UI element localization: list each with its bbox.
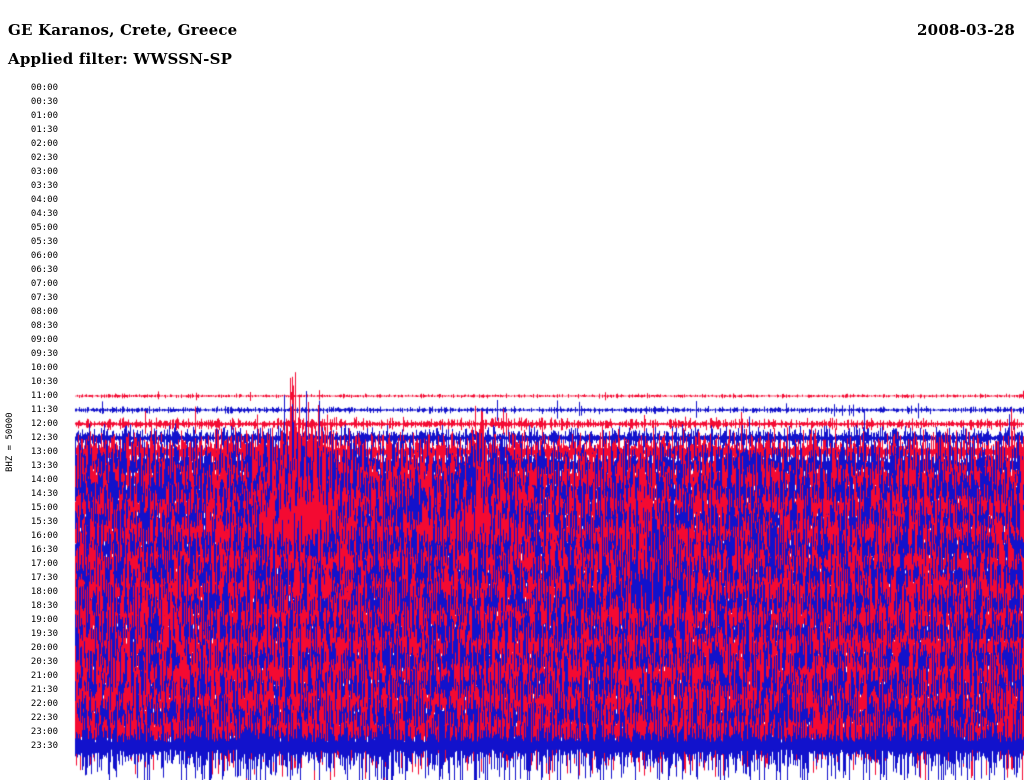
time-label: 08:30	[30, 321, 58, 331]
time-label: 11:00	[30, 391, 58, 401]
time-label: 15:30	[30, 517, 58, 527]
time-label: 13:30	[30, 461, 58, 471]
time-label: 02:30	[30, 153, 58, 163]
filter-label: Applied filter: WWSSN-SP	[8, 50, 233, 68]
time-label: 22:00	[30, 699, 58, 709]
time-label: 20:30	[30, 657, 58, 667]
time-label: 21:30	[30, 685, 58, 695]
time-label: 08:00	[30, 307, 58, 317]
time-label: 00:30	[30, 97, 58, 107]
time-label: 04:30	[30, 209, 58, 219]
time-label: 00:00	[30, 83, 58, 93]
time-label: 23:00	[30, 727, 58, 737]
time-label: 15:00	[30, 503, 58, 513]
time-label: 06:00	[30, 251, 58, 261]
time-label: 01:30	[30, 125, 58, 135]
time-label: 20:00	[30, 643, 58, 653]
time-label: 17:00	[30, 559, 58, 569]
time-label: 16:00	[30, 531, 58, 541]
time-label: 11:30	[30, 405, 58, 415]
time-label: 09:00	[30, 335, 58, 345]
time-label: 03:00	[30, 167, 58, 177]
station-title: GE Karanos, Crete, Greece	[8, 21, 238, 39]
time-label: 12:30	[30, 433, 58, 443]
time-label: 14:30	[30, 489, 58, 499]
date-label: 2008-03-28	[917, 21, 1015, 39]
time-label: 12:00	[30, 419, 58, 429]
time-label: 05:30	[30, 237, 58, 247]
time-label: 05:00	[30, 223, 58, 233]
time-label: 18:00	[30, 587, 58, 597]
time-label: 03:30	[30, 181, 58, 191]
time-label: 01:00	[30, 111, 58, 121]
time-label: 02:00	[30, 139, 58, 149]
time-label: 17:30	[30, 573, 58, 583]
time-label: 04:00	[30, 195, 58, 205]
time-label: 07:00	[30, 279, 58, 289]
time-label: 09:30	[30, 349, 58, 359]
time-label: 14:00	[30, 475, 58, 485]
time-label: 06:30	[30, 265, 58, 275]
time-label: 07:30	[30, 293, 58, 303]
time-label: 21:00	[30, 671, 58, 681]
time-label: 13:00	[30, 447, 58, 457]
time-label: 19:30	[30, 629, 58, 639]
time-label: 18:30	[30, 601, 58, 611]
time-label: 10:00	[30, 363, 58, 373]
time-label: 23:30	[30, 741, 58, 751]
time-label: 16:30	[30, 545, 58, 555]
time-label: 22:30	[30, 713, 58, 723]
time-label: 10:30	[30, 377, 58, 387]
time-label: 19:00	[30, 615, 58, 625]
